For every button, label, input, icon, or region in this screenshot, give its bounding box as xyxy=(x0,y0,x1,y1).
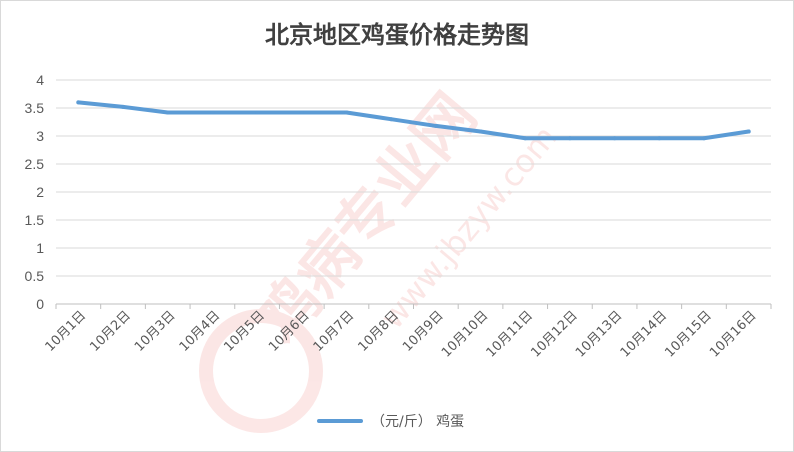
x-tick-label: 10月10日 xyxy=(439,308,491,360)
x-tick-label: 10月12日 xyxy=(528,308,580,360)
data-point xyxy=(523,136,528,141)
data-point xyxy=(76,100,81,105)
data-point xyxy=(746,129,751,134)
y-tick-label: 4 xyxy=(36,72,44,88)
data-point xyxy=(389,117,394,122)
data-point xyxy=(701,136,706,141)
y-tick-label: 2 xyxy=(36,184,44,200)
data-point xyxy=(210,110,215,115)
y-tick-label: 3.5 xyxy=(25,100,45,116)
data-point xyxy=(299,110,304,115)
y-tick-label: 1 xyxy=(36,240,44,256)
y-tick-label: 0 xyxy=(36,296,44,312)
y-tick-label: 1.5 xyxy=(25,212,45,228)
data-point xyxy=(165,110,170,115)
data-point xyxy=(478,129,483,134)
legend-label: （元/斤） 鸡蛋 xyxy=(371,414,465,430)
x-tick-label: 10月13日 xyxy=(573,308,625,360)
data-point xyxy=(612,136,617,141)
x-tick-label: 10月1日 xyxy=(43,308,90,355)
x-tick-label: 10月15日 xyxy=(662,308,714,360)
x-tick-label: 10月3日 xyxy=(132,308,179,355)
x-tick-label: 10月16日 xyxy=(707,308,759,360)
chart-title: 北京地区鸡蛋价格走势图 xyxy=(265,21,529,49)
series-lines xyxy=(76,100,751,141)
series-line xyxy=(76,100,751,141)
data-point xyxy=(344,110,349,115)
x-axis xyxy=(55,303,772,309)
y-tick-label: 2.5 xyxy=(25,156,45,172)
x-tick-label: 10月11日 xyxy=(484,308,536,360)
data-point xyxy=(567,136,572,141)
data-point xyxy=(255,110,260,115)
y-tick-label: 0.5 xyxy=(25,268,45,284)
y-tick-label: 3 xyxy=(36,128,44,144)
x-tick-label: 10月2日 xyxy=(87,308,134,355)
watermark-swirl xyxy=(199,309,323,433)
data-point xyxy=(433,123,438,128)
x-tick-label: 10月14日 xyxy=(618,308,670,360)
data-point xyxy=(121,104,126,109)
y-axis-ticks: 0 0.5 1 1.5 2 2.5 3 3.5 4 xyxy=(25,72,45,312)
legend: （元/斤） 鸡蛋 xyxy=(317,410,464,432)
data-point xyxy=(657,136,662,141)
legend-swatch xyxy=(317,419,363,423)
watermark-logo: 鸡病专业网 www.jbzyw.com xyxy=(199,81,564,433)
